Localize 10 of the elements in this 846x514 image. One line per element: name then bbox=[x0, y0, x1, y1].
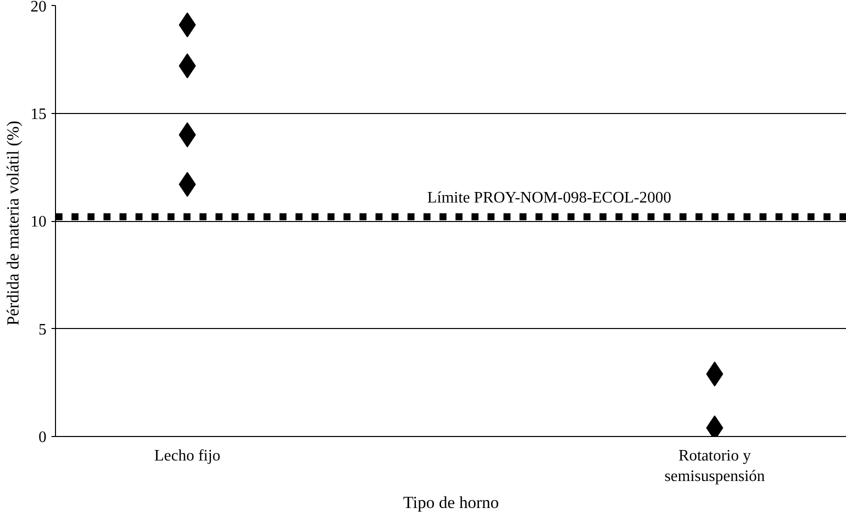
x-axis-title: Tipo de horno bbox=[403, 492, 499, 512]
y-tick-label: 10 bbox=[30, 214, 46, 230]
y-tick-label: 0 bbox=[38, 429, 46, 446]
y-tick-label: 5 bbox=[38, 321, 46, 338]
y-tick-label: 15 bbox=[30, 106, 46, 123]
ref-line-label: Límite PROY-NOM-098-ECOL-2000 bbox=[427, 190, 672, 207]
x-tick-label: Rotatorio y semisuspensión bbox=[664, 448, 765, 485]
y-tick-label: 20 bbox=[30, 0, 46, 16]
y-axis-title: Pérdida de materia volátil (%) bbox=[4, 120, 22, 326]
x-tick-label: Lecho fijo bbox=[154, 448, 220, 464]
